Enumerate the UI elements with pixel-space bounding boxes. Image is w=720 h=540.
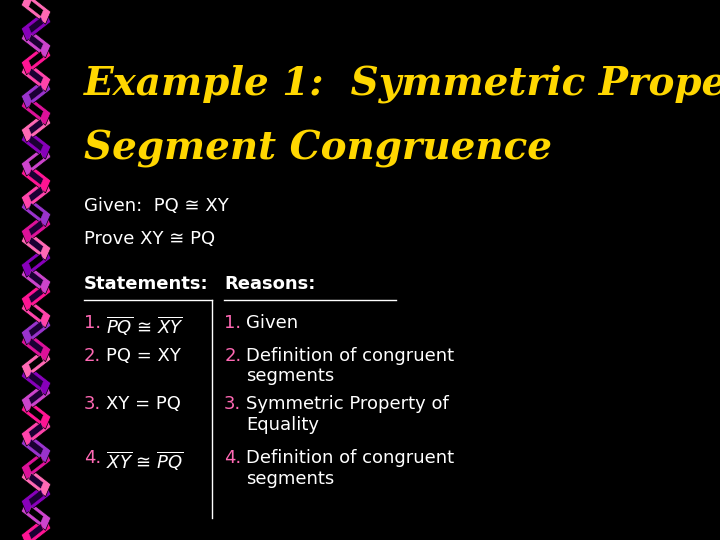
Polygon shape — [21, 448, 51, 480]
Polygon shape — [21, 516, 51, 540]
Polygon shape — [21, 229, 51, 260]
Polygon shape — [29, 507, 43, 523]
Polygon shape — [21, 94, 51, 125]
Polygon shape — [29, 338, 43, 354]
Text: 2.: 2. — [84, 347, 102, 364]
Polygon shape — [29, 17, 43, 33]
Polygon shape — [29, 372, 43, 388]
Polygon shape — [21, 415, 51, 446]
Text: Statements:: Statements: — [84, 275, 209, 293]
Polygon shape — [21, 178, 51, 210]
Polygon shape — [29, 355, 43, 370]
Polygon shape — [29, 1, 43, 16]
Text: 4.: 4. — [224, 449, 241, 467]
Polygon shape — [21, 482, 51, 514]
Polygon shape — [29, 203, 43, 219]
Polygon shape — [29, 305, 43, 320]
Polygon shape — [21, 60, 51, 92]
Polygon shape — [21, 43, 51, 75]
Polygon shape — [29, 136, 43, 151]
Polygon shape — [29, 440, 43, 455]
Polygon shape — [29, 490, 43, 505]
Polygon shape — [29, 524, 43, 539]
Polygon shape — [21, 77, 51, 109]
Polygon shape — [21, 398, 51, 429]
Text: 1.: 1. — [84, 314, 102, 332]
Polygon shape — [21, 26, 51, 58]
Polygon shape — [21, 263, 51, 294]
Text: 4.: 4. — [84, 449, 102, 467]
Polygon shape — [29, 271, 43, 286]
Polygon shape — [21, 128, 51, 159]
Polygon shape — [21, 465, 51, 497]
Text: Definition of congruent
segments: Definition of congruent segments — [246, 347, 454, 386]
Text: $\overline{XY}$ ≅ $\overline{PQ}$: $\overline{XY}$ ≅ $\overline{PQ}$ — [106, 449, 184, 472]
Polygon shape — [21, 212, 51, 244]
Text: PQ = XY: PQ = XY — [106, 347, 181, 364]
Polygon shape — [29, 85, 43, 100]
Polygon shape — [29, 473, 43, 489]
Text: Segment Congruence: Segment Congruence — [84, 130, 552, 167]
Text: 2.: 2. — [224, 347, 241, 364]
Polygon shape — [29, 254, 43, 269]
Polygon shape — [29, 170, 43, 185]
Polygon shape — [29, 186, 43, 202]
Polygon shape — [21, 364, 51, 395]
Polygon shape — [21, 0, 51, 24]
Text: Reasons:: Reasons: — [224, 275, 315, 293]
Polygon shape — [29, 406, 43, 421]
Polygon shape — [21, 431, 51, 463]
Polygon shape — [21, 145, 51, 176]
Polygon shape — [21, 280, 51, 311]
Polygon shape — [29, 389, 43, 404]
Text: Example 1:  Symmetric Property of: Example 1: Symmetric Property of — [84, 65, 720, 103]
Text: Given: Given — [246, 314, 298, 332]
Text: $\overline{PQ}$ ≅ $\overline{XY}$: $\overline{PQ}$ ≅ $\overline{XY}$ — [106, 314, 184, 337]
Text: Definition of congruent
segments: Definition of congruent segments — [246, 449, 454, 488]
Polygon shape — [29, 102, 43, 118]
Polygon shape — [29, 35, 43, 50]
Polygon shape — [21, 10, 51, 41]
Text: Given:  PQ ≅ XY: Given: PQ ≅ XY — [84, 197, 229, 215]
Polygon shape — [21, 246, 51, 277]
Polygon shape — [21, 381, 51, 412]
Polygon shape — [21, 111, 51, 142]
Polygon shape — [21, 195, 51, 227]
Text: 3.: 3. — [224, 395, 241, 413]
Polygon shape — [21, 499, 51, 530]
Text: 1.: 1. — [224, 314, 241, 332]
Polygon shape — [29, 119, 43, 134]
Polygon shape — [29, 237, 43, 253]
Polygon shape — [29, 68, 43, 84]
Polygon shape — [21, 296, 51, 328]
Text: XY = PQ: XY = PQ — [106, 395, 181, 413]
Polygon shape — [21, 161, 51, 193]
Text: Symmetric Property of
Equality: Symmetric Property of Equality — [246, 395, 449, 434]
Polygon shape — [29, 321, 43, 337]
Polygon shape — [21, 313, 51, 345]
Polygon shape — [29, 456, 43, 472]
Polygon shape — [29, 220, 43, 235]
Polygon shape — [29, 51, 43, 67]
Polygon shape — [21, 330, 51, 362]
Polygon shape — [29, 287, 43, 303]
Polygon shape — [29, 152, 43, 168]
Text: 3.: 3. — [84, 395, 102, 413]
Polygon shape — [29, 422, 43, 438]
Polygon shape — [21, 347, 51, 379]
Text: Prove XY ≅ PQ: Prove XY ≅ PQ — [84, 230, 215, 247]
